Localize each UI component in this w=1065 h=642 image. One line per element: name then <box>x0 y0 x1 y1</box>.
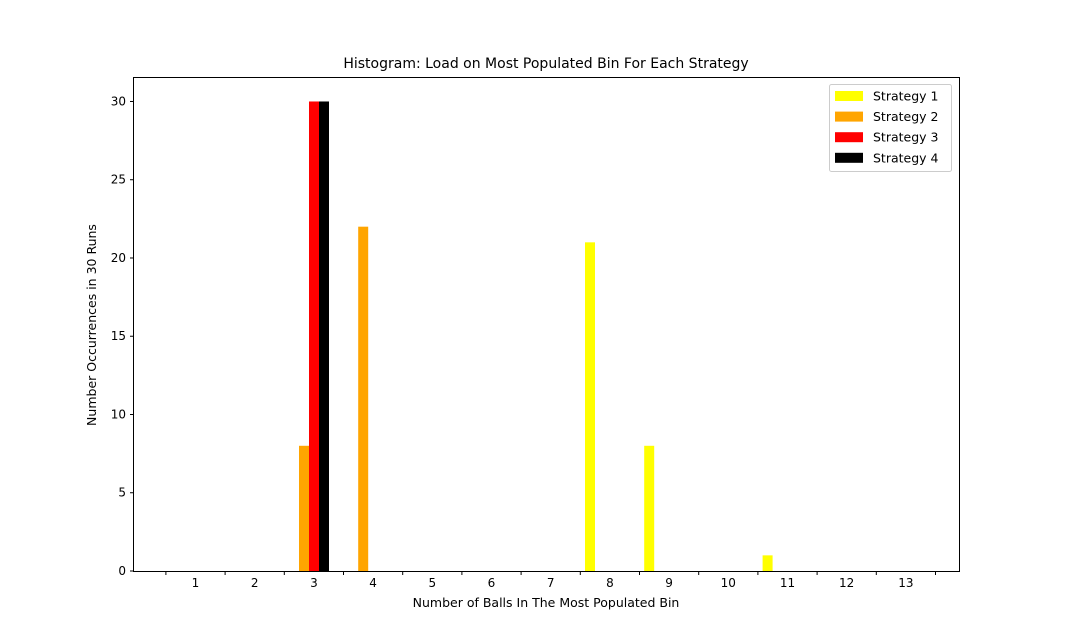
legend-swatch <box>835 111 863 122</box>
legend-swatch <box>835 152 863 163</box>
x-tick-label: 8 <box>606 576 614 590</box>
x-tick-label: 1 <box>192 576 200 590</box>
x-tick-label: 2 <box>251 576 259 590</box>
legend: Strategy 1 Strategy 2 Strategy 3 Strategy 4 <box>829 84 952 172</box>
x-tick-label: 9 <box>665 576 673 590</box>
plot-area-frame <box>133 77 960 572</box>
legend-box <box>829 84 952 172</box>
y-tick-label: 15 <box>111 329 126 343</box>
legend-label: Strategy 3 <box>873 130 939 145</box>
bar-strategy-3-3 <box>309 101 319 571</box>
y-tick-label: 20 <box>111 251 126 265</box>
bar-strategy-1-11 <box>762 555 773 571</box>
bar-strategy-2-4 <box>358 226 369 571</box>
y-tick-label: 5 <box>118 486 126 500</box>
legend-label: Strategy 2 <box>873 109 939 124</box>
x-tick-label: 4 <box>369 576 377 590</box>
bar-strategy-4-3 <box>319 101 329 571</box>
bar-strategy-2-3 <box>299 445 309 571</box>
legend-label: Strategy 1 <box>873 89 939 104</box>
y-tick-label: 25 <box>111 173 126 187</box>
y-axis-label: Number Occurrences in 30 Runs <box>84 224 99 426</box>
x-tick-label: 13 <box>898 576 913 590</box>
x-tick-label: 12 <box>839 576 854 590</box>
legend-swatch <box>835 91 863 101</box>
x-tick-label: 6 <box>488 576 496 590</box>
y-tick-label: 30 <box>111 94 126 108</box>
y-tick-label: 0 <box>118 564 126 578</box>
legend-swatch <box>835 132 863 143</box>
x-tick-label: 10 <box>721 576 736 590</box>
x-axis-label: Number of Balls In The Most Populated Bi… <box>413 595 680 610</box>
x-tick-label: 3 <box>310 576 318 590</box>
x-tick-label: 11 <box>780 576 795 590</box>
y-tick-label: 10 <box>111 407 126 421</box>
bar-strategy-1-8 <box>585 242 595 572</box>
x-tick-label: 7 <box>547 576 555 590</box>
bars-layer <box>299 101 773 572</box>
chart-title: Histogram: Load on Most Populated Bin Fo… <box>343 56 748 72</box>
legend-label: Strategy 4 <box>873 150 939 165</box>
x-tick-label: 5 <box>428 576 436 590</box>
bar-strategy-1-9 <box>644 445 655 571</box>
